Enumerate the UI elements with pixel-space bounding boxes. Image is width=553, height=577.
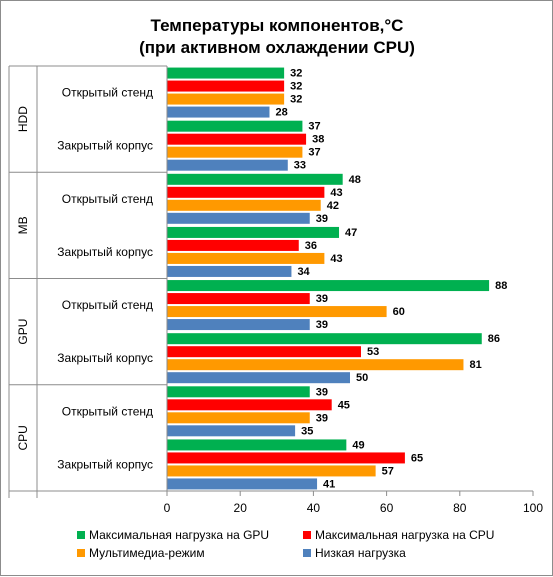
bar	[167, 133, 307, 145]
bar-value-label: 48	[349, 174, 361, 186]
bar	[167, 359, 464, 371]
group-label-hdd: HDD	[16, 106, 30, 132]
bar-value-label: 32	[290, 68, 302, 80]
bar	[167, 106, 270, 118]
bar	[167, 252, 325, 264]
bar	[167, 212, 310, 224]
bar-value-label: 39	[316, 386, 328, 398]
bar-value-label: 53	[367, 346, 379, 358]
bar	[167, 159, 288, 171]
bar	[167, 333, 482, 345]
bar-value-label: 41	[323, 478, 335, 490]
bar-value-label: 81	[469, 359, 481, 371]
bar	[167, 319, 310, 331]
bar	[167, 226, 340, 238]
bar	[167, 80, 285, 92]
bar-value-label: 38	[312, 134, 324, 146]
legend-label: Максимальная нагрузка на GPU	[89, 528, 269, 542]
legend-swatch	[303, 531, 311, 539]
bar	[167, 239, 299, 251]
bar	[167, 386, 310, 398]
bar-value-label: 39	[316, 213, 328, 225]
legend-swatch	[303, 549, 311, 557]
row-label: Закрытый корпус	[57, 351, 153, 365]
bar	[167, 67, 285, 79]
bar-value-label: 39	[316, 293, 328, 305]
row-label: Открытый стенд	[62, 192, 153, 206]
bar-value-label: 88	[495, 280, 507, 292]
bar-value-label: 86	[488, 333, 500, 345]
bar	[167, 465, 376, 477]
x-tick-label: 40	[307, 501, 321, 515]
bar-value-label: 39	[316, 319, 328, 331]
x-tick-label: 20	[234, 501, 248, 515]
bar-value-label: 47	[345, 227, 357, 239]
bar	[167, 280, 490, 292]
bar-value-label: 65	[411, 452, 423, 464]
bar	[167, 146, 303, 158]
bar-value-label: 45	[338, 399, 350, 411]
x-tick-label: 100	[523, 501, 543, 515]
bar-value-label: 32	[290, 81, 302, 93]
bar	[167, 199, 321, 211]
row-label: Закрытый корпус	[57, 457, 153, 471]
row-label: Закрытый корпус	[57, 139, 153, 153]
bar-value-label: 37	[308, 147, 320, 159]
bar-value-label: 50	[356, 372, 368, 384]
group-label-gpu: GPU	[16, 319, 30, 345]
bar-value-label: 43	[330, 253, 342, 265]
legend-swatch	[77, 531, 85, 539]
bar	[167, 425, 296, 437]
bar-value-label: 37	[308, 121, 320, 133]
bar	[167, 399, 332, 411]
bar	[167, 452, 405, 464]
row-label: Открытый стенд	[62, 404, 153, 418]
bar-value-label: 35	[301, 425, 313, 437]
bar-value-label: 34	[297, 266, 310, 278]
legend-label: Максимальная нагрузка на CPU	[315, 528, 494, 542]
bar	[167, 439, 347, 451]
bar	[167, 173, 343, 185]
bar	[167, 346, 361, 358]
x-tick-label: 0	[164, 501, 171, 515]
bar	[167, 412, 310, 424]
bar-value-label: 32	[290, 94, 302, 106]
bar	[167, 265, 292, 277]
bar-value-label: 33	[294, 160, 306, 172]
bar-value-label: 57	[382, 465, 394, 477]
row-label: Закрытый корпус	[57, 245, 153, 259]
x-tick-label: 60	[380, 501, 394, 515]
bar	[167, 120, 303, 132]
bar-value-label: 49	[352, 439, 364, 451]
bar	[167, 186, 325, 198]
chart-title: Температуры компонентов,°С	[151, 16, 404, 35]
legend-label: Низкая нагрузка	[315, 546, 406, 560]
row-label: Открытый стенд	[62, 298, 153, 312]
bar-value-label: 28	[275, 107, 287, 119]
group-label-cpu: CPU	[16, 425, 30, 450]
group-label-mb: MB	[16, 216, 30, 234]
bar-value-label: 39	[316, 412, 328, 424]
bar	[167, 293, 310, 305]
bar-value-label: 36	[305, 240, 317, 252]
bar	[167, 372, 350, 384]
legend-label: Мультимедиа-режим	[89, 546, 205, 560]
row-label: Открытый стенд	[62, 86, 153, 100]
bar-value-label: 60	[393, 306, 405, 318]
legend-swatch	[77, 549, 85, 557]
bar	[167, 478, 318, 490]
x-tick-label: 80	[453, 501, 467, 515]
bar-value-label: 42	[327, 200, 339, 212]
legend: Максимальная нагрузка на GPU Максимальная…	[77, 528, 494, 560]
bar-value-label: 43	[330, 187, 342, 199]
bar	[167, 93, 285, 105]
chart-subtitle: (при активном охлаждении CPU)	[139, 38, 415, 57]
bar	[167, 306, 387, 318]
